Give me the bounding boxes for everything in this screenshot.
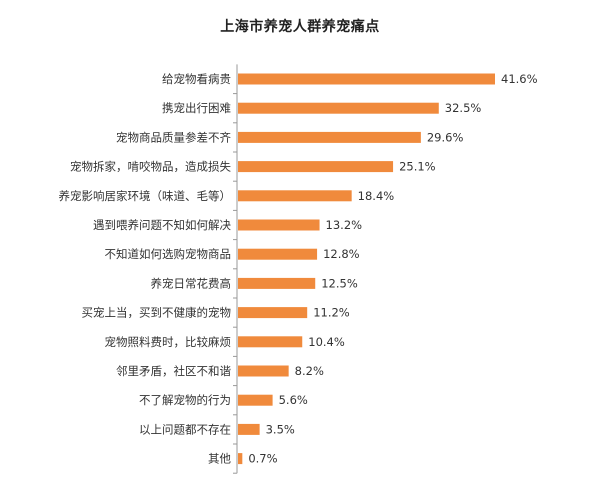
value-label: 18.4%: [358, 189, 395, 203]
bar: [238, 190, 352, 202]
category-label: 不了解宠物的行为: [139, 393, 231, 407]
category-label: 携宠出行困难: [162, 101, 231, 115]
category-label: 遇到喂养问题不知如何解决: [93, 218, 231, 232]
category-label: 养宠影响居家环境（味道、毛等）: [59, 189, 232, 203]
bar: [238, 131, 421, 143]
bar: [238, 161, 394, 173]
value-label: 5.6%: [279, 393, 308, 407]
bar: [238, 453, 243, 465]
category-label: 以上问题都不存在: [139, 422, 231, 436]
category-label: 给宠物看病贵: [162, 72, 231, 86]
category-label: 宠物拆家，啃咬物品，造成损失: [70, 160, 231, 174]
value-label: 0.7%: [248, 452, 277, 466]
bar: [238, 219, 320, 231]
bar: [238, 307, 308, 319]
bar: [238, 365, 289, 377]
bar: [238, 102, 439, 114]
value-label: 13.2%: [326, 218, 363, 232]
value-label: 12.8%: [323, 247, 360, 261]
category-label: 宠物照料费时，比较麻烦: [105, 335, 232, 349]
value-label: 3.5%: [266, 422, 295, 436]
value-label: 32.5%: [445, 101, 482, 115]
value-label: 10.4%: [308, 335, 345, 349]
category-label: 邻里矛盾，社区不和谐: [116, 364, 231, 378]
category-label: 其他: [208, 452, 231, 466]
bar: [238, 394, 273, 406]
category-label: 不知道如何选购宠物商品: [105, 247, 232, 261]
category-label: 买宠上当，买到不健康的宠物: [82, 306, 232, 320]
value-label: 25.1%: [399, 160, 436, 174]
value-label: 12.5%: [321, 276, 358, 290]
category-label: 养宠日常花费高: [151, 276, 232, 290]
chart-title: 上海市养宠人群养宠痛点: [220, 19, 380, 35]
value-label: 8.2%: [295, 364, 324, 378]
bar: [238, 336, 303, 348]
bar: [238, 73, 495, 85]
bar: [238, 423, 260, 435]
bar: [238, 248, 318, 260]
category-label: 宠物商品质量参差不齐: [116, 130, 231, 144]
value-label: 29.6%: [427, 130, 464, 144]
value-label: 11.2%: [313, 306, 350, 320]
value-label: 41.6%: [501, 72, 538, 86]
bar: [238, 277, 316, 289]
